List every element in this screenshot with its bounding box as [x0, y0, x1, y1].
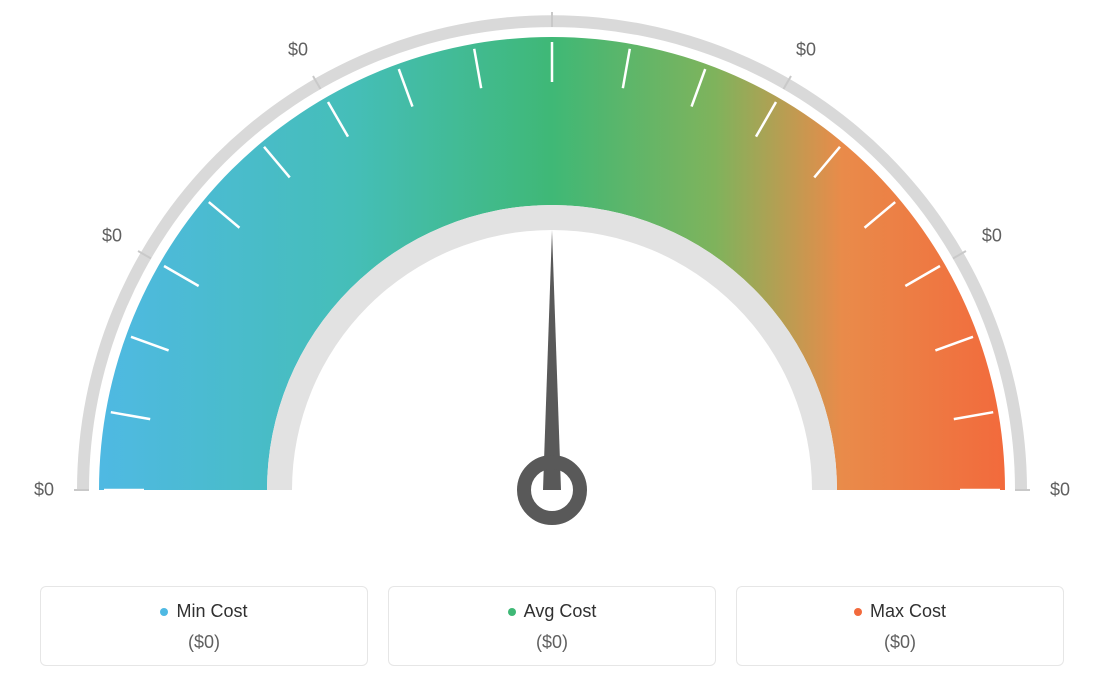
gauge-tick-label: $0 — [102, 226, 122, 247]
gauge-svg — [0, 0, 1104, 560]
gauge-tick-label: $0 — [796, 40, 816, 61]
gauge-tick-label: $0 — [982, 226, 1002, 247]
legend-label: Max Cost — [870, 601, 946, 622]
dot-icon — [160, 608, 168, 616]
legend-label: Min Cost — [176, 601, 247, 622]
gauge-tick-label: $0 — [34, 480, 54, 501]
dot-icon — [854, 608, 862, 616]
legend-label: Avg Cost — [524, 601, 597, 622]
legend-row: Min Cost ($0) Avg Cost ($0) Max Cost ($0… — [0, 586, 1104, 690]
dot-icon — [508, 608, 516, 616]
legend-title-min: Min Cost — [160, 601, 247, 622]
legend-value: ($0) — [51, 632, 357, 653]
legend-card-min: Min Cost ($0) — [40, 586, 368, 666]
legend-title-avg: Avg Cost — [508, 601, 597, 622]
legend-card-avg: Avg Cost ($0) — [388, 586, 716, 666]
legend-card-max: Max Cost ($0) — [736, 586, 1064, 666]
gauge-chart: $0$0$0$0$0$0$0 — [0, 0, 1104, 560]
legend-value: ($0) — [747, 632, 1053, 653]
legend-title-max: Max Cost — [854, 601, 946, 622]
gauge-tick-label: $0 — [288, 40, 308, 61]
gauge-tick-label: $0 — [1050, 480, 1070, 501]
legend-value: ($0) — [399, 632, 705, 653]
